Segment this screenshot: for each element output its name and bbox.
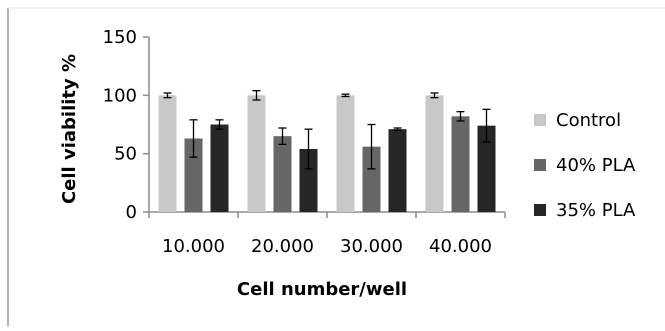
- legend-swatch: [534, 204, 546, 216]
- bar: [158, 95, 177, 212]
- x-tick-label: 10.000: [162, 236, 225, 257]
- y-tick-label: 50: [114, 144, 137, 165]
- legend-swatch: [534, 159, 546, 171]
- bar: [336, 95, 355, 212]
- legend-label: 40% PLA: [556, 155, 636, 176]
- bar: [388, 129, 407, 212]
- legend-label: Control: [556, 110, 621, 131]
- x-tick-label: 20.000: [251, 236, 314, 257]
- bar: [362, 146, 381, 212]
- bar: [477, 125, 496, 212]
- x-tick-label: 30.000: [340, 236, 403, 257]
- plot-area: 0 50 100 150 10.000 20.000 30.000 40.000: [103, 27, 506, 257]
- legend: Control 40% PLA 35% PLA: [534, 110, 636, 221]
- y-tick-label: 100: [103, 85, 137, 106]
- y-axis-title: Cell viability %: [59, 54, 80, 204]
- legend-label: 35% PLA: [556, 200, 636, 221]
- bar: [425, 95, 444, 212]
- bar: [299, 149, 318, 212]
- bar: [184, 138, 203, 212]
- y-tick-label: 0: [126, 202, 137, 223]
- x-tick-label: 40.000: [429, 236, 492, 257]
- bar: [451, 116, 470, 212]
- bar: [210, 124, 229, 212]
- legend-swatch: [534, 114, 546, 126]
- bar: [273, 136, 292, 212]
- bar: [247, 95, 266, 212]
- x-axis-title: Cell number/well: [237, 279, 407, 300]
- y-tick-label: 150: [103, 27, 137, 48]
